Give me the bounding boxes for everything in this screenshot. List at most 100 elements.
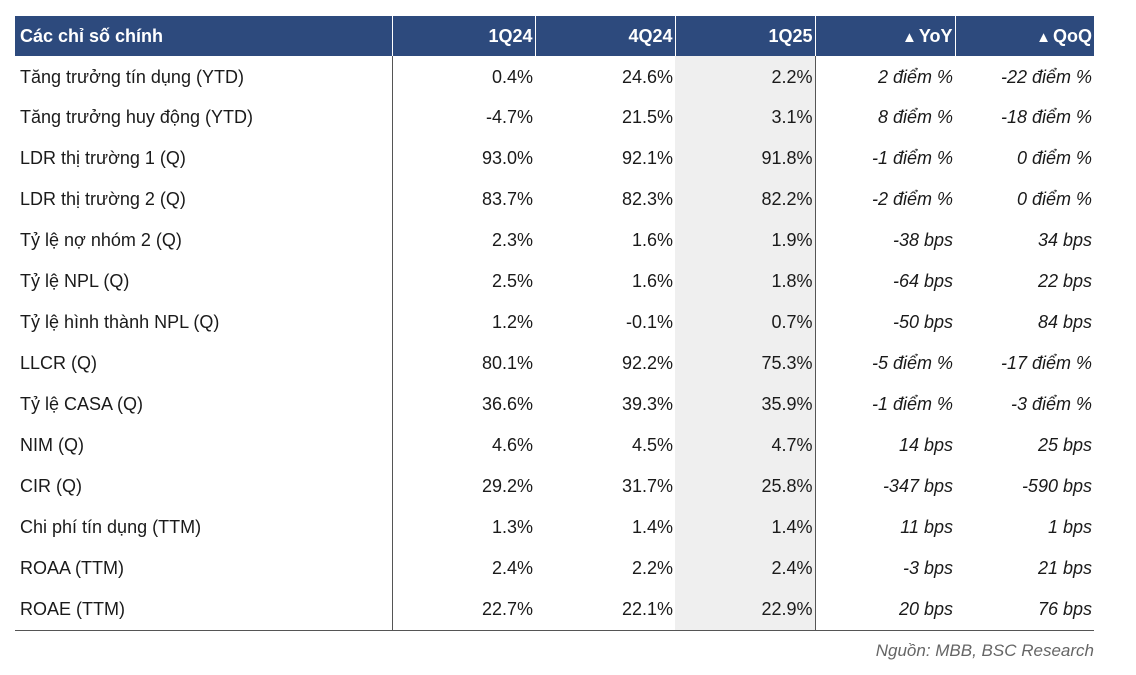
value-1q25: 75.3% (675, 343, 816, 384)
metric-label: CIR (Q) (20, 476, 82, 496)
value-qoq: 25 bps (1037, 435, 1092, 455)
value-1q24: 4.6% (391, 425, 535, 466)
metric-label: Tỷ lệ CASA (Q) (20, 394, 144, 414)
header-1q25: 1Q25 (675, 16, 816, 56)
value-1q25: 4.7% (675, 425, 816, 466)
value-1q25: 82.2% (675, 179, 816, 220)
value-1q24: 1.3% (391, 507, 535, 548)
metric-label: Tăng trưởng huy động (YTD) (20, 107, 253, 127)
metric-label: ROAE (TTM) (15, 589, 392, 631)
value-qoq: -22 điểm % (1000, 67, 1092, 87)
value-1q25: 0.7% (675, 302, 816, 343)
value-1q24: 22.7% (391, 589, 535, 631)
value-1q24: 2.4% (391, 548, 535, 589)
value-1q24: 0.4% (391, 56, 535, 97)
value-1q24: 1.2% (391, 302, 535, 343)
metric-label: Tỷ lệ hình thành NPL (Q) (20, 312, 220, 332)
metric-label: Chi phí tín dụng (TTM) (20, 517, 202, 537)
value-4q24: 21.5% (621, 107, 673, 127)
value-yoy: -64 bps (892, 271, 953, 291)
value-yoy: -1 điểm % (871, 394, 953, 414)
value-1q25: 91.8% (675, 138, 816, 179)
value-1q24: 29.2% (391, 466, 535, 507)
value-1q25: 2.2% (675, 56, 816, 97)
table-row: LLCR (Q) 80.1% 92.2% 75.3% -5 điểm % -17 điểm… (15, 343, 1094, 384)
value-4q24: 92.1% (621, 148, 673, 168)
table-header-row: Các chỉ số chính 1Q24 4Q24 1Q25 ▲ YoY ▲ Qo… (15, 16, 1094, 56)
value-1q24: 2.5% (391, 261, 535, 302)
value-1q25: 35.9% (675, 384, 816, 425)
table-row: LDR thị trường 1 (Q) 93.0% 92.1% 91.8% -1 đi… (15, 138, 1094, 179)
value-qoq: -590 bps (1021, 476, 1092, 496)
value-4q24: 82.3% (621, 189, 673, 209)
metric-label: LDR thị trường 1 (Q) (20, 148, 186, 168)
value-1q24: 83.7% (391, 179, 535, 220)
metric-label: NIM (Q) (20, 435, 84, 455)
value-1q25: 1.4% (675, 507, 816, 548)
header-yoy: ▲ YoY (815, 16, 956, 56)
value-4q24: 22.1% (535, 589, 675, 631)
value-qoq: 21 bps (1037, 558, 1092, 578)
value-1q25: 25.8% (675, 466, 816, 507)
value-yoy: -50 bps (892, 312, 953, 332)
metric-label: Tỷ lệ nợ nhóm 2 (Q) (20, 230, 182, 250)
metric-label: LDR thị trường 2 (Q) (20, 189, 186, 209)
header-yoy-label: YoY (918, 25, 953, 46)
table-row: CIR (Q) 29.2% 31.7% 25.8% -347 bps -590 bps (15, 466, 1094, 507)
value-4q24: 1.6% (631, 230, 673, 250)
value-1q25: 22.9% (675, 589, 816, 631)
source-note: Nguồn: MBB, BSC Research (875, 641, 1094, 660)
value-qoq: 1 bps (1047, 517, 1092, 537)
header-1q24: 1Q24 (392, 16, 536, 56)
value-4q24: -0.1% (625, 312, 673, 332)
table-row: ROAE (TTM) 22.7% 22.1% 22.9% 20 bps 76 bps (15, 589, 1094, 631)
value-1q25: 1.8% (675, 261, 816, 302)
value-4q24: 39.3% (621, 394, 673, 414)
table-body: Tăng trưởng tín dụng (YTD) 0.4% 24.6% 2.2% 2… (15, 56, 1094, 631)
metric-label: ROAA (TTM) (20, 558, 124, 578)
value-qoq: 0 điểm % (1016, 189, 1092, 209)
value-yoy: -347 bps (882, 476, 953, 496)
value-1q25: 2.4% (675, 548, 816, 589)
metric-label: Tỷ lệ NPL (Q) (20, 271, 130, 291)
header-metric: Các chỉ số chính (15, 16, 393, 56)
value-1q25: 1.9% (675, 220, 816, 261)
table-row: Tỷ lệ nợ nhóm 2 (Q) 2.3% 1.6% 1.9% -38 bps 34… (15, 220, 1094, 261)
value-qoq: -3 điểm % (1010, 394, 1092, 414)
value-yoy: 20 bps (815, 589, 955, 631)
value-1q25: 3.1% (675, 97, 816, 138)
value-qoq: 22 bps (1037, 271, 1092, 291)
value-qoq: 76 bps (955, 589, 1094, 631)
value-4q24: 24.6% (621, 67, 673, 87)
value-yoy: 11 bps (900, 517, 953, 537)
value-qoq: -17 điểm % (1000, 353, 1092, 373)
value-yoy: -3 bps (902, 558, 953, 578)
header-qoq: ▲ QoQ (955, 16, 1094, 56)
value-4q24: 92.2% (621, 353, 673, 373)
delta-up-icon: ▲ (1036, 28, 1051, 46)
value-4q24: 31.7% (621, 476, 673, 496)
key-metrics-table: Các chỉ số chính 1Q24 4Q24 1Q25 ▲ YoY ▲ Qo… (15, 16, 1094, 631)
table-row: Tỷ lệ NPL (Q) 2.5% 1.6% 1.8% -64 bps 22 bps (15, 261, 1094, 302)
value-1q24: 93.0% (391, 138, 535, 179)
table-row: Tỷ lệ CASA (Q) 36.6% 39.3% 35.9% -1 điểm % -3… (15, 384, 1094, 425)
table-row: Tỷ lệ hình thành NPL (Q) 1.2% -0.1% 0.7% -50… (15, 302, 1094, 343)
value-yoy: 8 điểm % (877, 107, 953, 127)
table-row: Tăng trưởng tín dụng (YTD) 0.4% 24.6% 2.2% 2… (15, 56, 1094, 97)
value-yoy: 2 điểm % (877, 67, 953, 87)
value-yoy: -38 bps (892, 230, 953, 250)
metric-label: Tăng trưởng tín dụng (YTD) (20, 67, 244, 87)
value-qoq: 0 điểm % (1016, 148, 1092, 168)
metric-label: LLCR (Q) (20, 353, 98, 373)
delta-up-icon: ▲ (901, 28, 917, 46)
table-row: Chi phí tín dụng (TTM) 1.3% 1.4% 1.4% 11 bps… (15, 507, 1094, 548)
value-yoy: 14 bps (898, 435, 953, 455)
key-metrics-table-container: Các chỉ số chính 1Q24 4Q24 1Q25 ▲ YoY ▲ Qo… (15, 16, 1094, 631)
value-4q24: 1.4% (631, 517, 673, 537)
value-1q24: 2.3% (391, 220, 535, 261)
value-4q24: 2.2% (631, 558, 673, 578)
value-qoq: 84 bps (1037, 312, 1092, 332)
value-qoq: -18 điểm % (1000, 107, 1092, 127)
value-1q24: 36.6% (391, 384, 535, 425)
header-4q24: 4Q24 (535, 16, 676, 56)
